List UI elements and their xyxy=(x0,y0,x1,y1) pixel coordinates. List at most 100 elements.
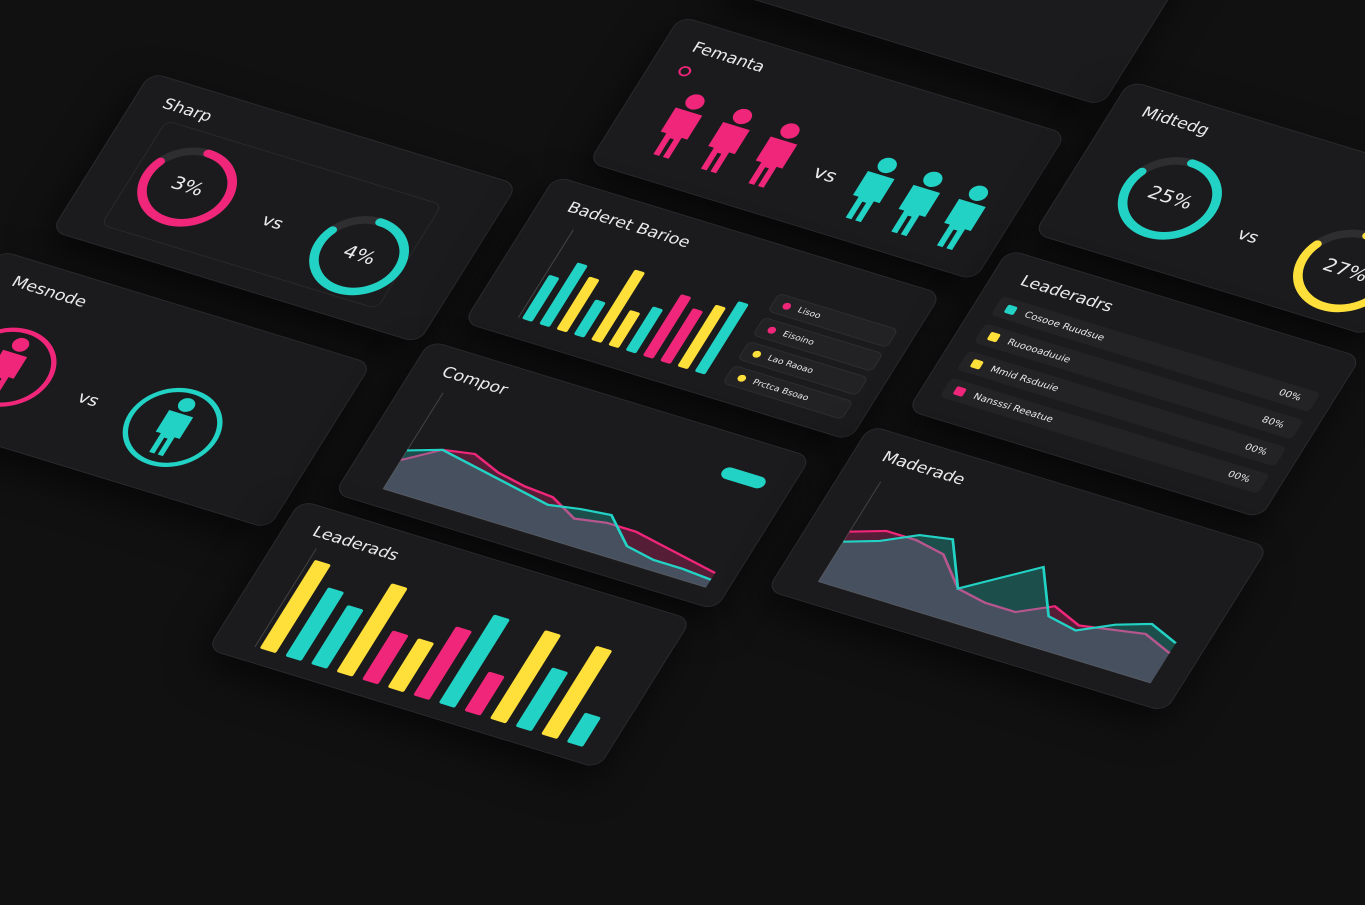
legend-dot xyxy=(752,350,762,358)
person-head xyxy=(780,123,800,139)
person-group xyxy=(0,337,30,396)
person-body xyxy=(700,122,750,174)
legend-dot xyxy=(767,326,777,334)
legend-row xyxy=(724,366,852,419)
bar xyxy=(362,630,409,685)
compor-card: Compor xyxy=(333,340,812,611)
card-canvas: Midtedg 25% vs 27% xyxy=(1117,103,1365,313)
person-body xyxy=(748,136,798,188)
bar xyxy=(591,269,645,343)
ring-label: 27% xyxy=(1319,254,1365,286)
legend-row xyxy=(739,342,867,395)
bar xyxy=(260,560,331,653)
legend-row xyxy=(754,318,882,371)
femanta-card: Femanta vs xyxy=(588,15,1067,281)
ring-arc xyxy=(309,216,410,296)
bar xyxy=(677,305,726,369)
leaderadrs-card: Leaderadrs Cosooe Ruudsue 00% Ruoooaduuie 80… xyxy=(907,249,1362,519)
bar xyxy=(643,294,691,359)
bar xyxy=(626,306,663,354)
person-head xyxy=(177,398,196,412)
card-canvas: Femanta vs xyxy=(653,38,989,251)
bar xyxy=(388,638,434,692)
row-icon xyxy=(987,332,1001,343)
maderade-card: Maderade xyxy=(766,424,1269,713)
bar xyxy=(413,626,472,700)
leaderads-card: Leaderads xyxy=(206,499,692,769)
page: Sharp 3% vs 4% Femanta vs Midtedg 25% vs 27% Mesno… xyxy=(0,0,1365,769)
person-body xyxy=(0,349,28,396)
bar xyxy=(311,605,364,669)
bar xyxy=(660,308,703,364)
bar xyxy=(608,310,640,348)
midtedg-card: Midtedg 25% vs 27% xyxy=(1033,80,1365,336)
ring-label: 3% xyxy=(167,172,209,200)
area-fill xyxy=(383,449,716,588)
ring-label: 25% xyxy=(1143,182,1197,214)
legend-dot xyxy=(737,374,747,382)
bar xyxy=(464,671,505,716)
card-title: Compor xyxy=(438,363,512,398)
person-head xyxy=(685,94,705,110)
axis-line xyxy=(517,229,574,318)
person-body xyxy=(891,184,941,237)
bar xyxy=(695,301,749,375)
bar xyxy=(337,583,408,677)
area-line xyxy=(406,448,712,581)
person-body xyxy=(149,410,194,457)
ring-arc xyxy=(1117,157,1222,240)
vs-label: vs xyxy=(1233,225,1262,247)
person-body xyxy=(653,107,703,159)
person-group xyxy=(149,398,196,457)
axis-line xyxy=(382,488,707,588)
card-title: Midtedg xyxy=(1138,103,1213,139)
person-head xyxy=(732,108,753,125)
person-body xyxy=(845,170,895,223)
bar xyxy=(567,712,601,747)
ring-track xyxy=(0,327,57,407)
card-title: Maderade xyxy=(879,448,969,488)
baderet-card: Baderet Barioe Lisoo Eisoino Lao Raoao Prctc… xyxy=(463,175,942,441)
card-title: Leaderads xyxy=(309,523,403,564)
card-title: Sharp xyxy=(159,95,216,125)
axis-line xyxy=(382,392,444,489)
ring-arc xyxy=(1293,229,1365,313)
area-line xyxy=(843,534,1177,644)
bar xyxy=(574,299,606,338)
row-icon xyxy=(953,386,967,397)
legend-row xyxy=(769,294,897,347)
card-canvas: Maderade xyxy=(817,448,1177,684)
person-body xyxy=(936,198,986,251)
area-line xyxy=(849,529,1171,654)
list-row xyxy=(958,351,1285,466)
bar xyxy=(522,275,559,322)
pill xyxy=(721,467,766,489)
bar xyxy=(285,587,344,661)
card-canvas: Leaderads xyxy=(254,523,612,747)
ring-arc xyxy=(137,147,238,227)
vs-label: vs xyxy=(809,161,842,186)
bar xyxy=(539,262,588,327)
bar xyxy=(490,630,561,724)
ring-track xyxy=(122,387,223,467)
card-title: Femanta xyxy=(689,38,769,75)
area-fill xyxy=(818,530,1170,684)
vs-label: vs xyxy=(73,389,102,411)
row-icon xyxy=(970,359,984,370)
person-head xyxy=(11,337,30,352)
bar xyxy=(516,667,568,731)
list-row xyxy=(975,324,1302,439)
mesnode-card: Mesnode vs xyxy=(0,249,373,530)
ring-label: 4% xyxy=(339,241,381,269)
legend-dot xyxy=(782,302,792,310)
inner-panel xyxy=(103,122,440,308)
card-canvas: Compor xyxy=(382,363,766,588)
list-row xyxy=(941,378,1268,493)
axis-line xyxy=(818,581,1152,684)
area-fill xyxy=(818,535,1176,684)
list-row xyxy=(992,297,1319,412)
row-icon xyxy=(1004,304,1018,315)
person-head xyxy=(923,171,943,188)
person-head xyxy=(877,157,897,174)
